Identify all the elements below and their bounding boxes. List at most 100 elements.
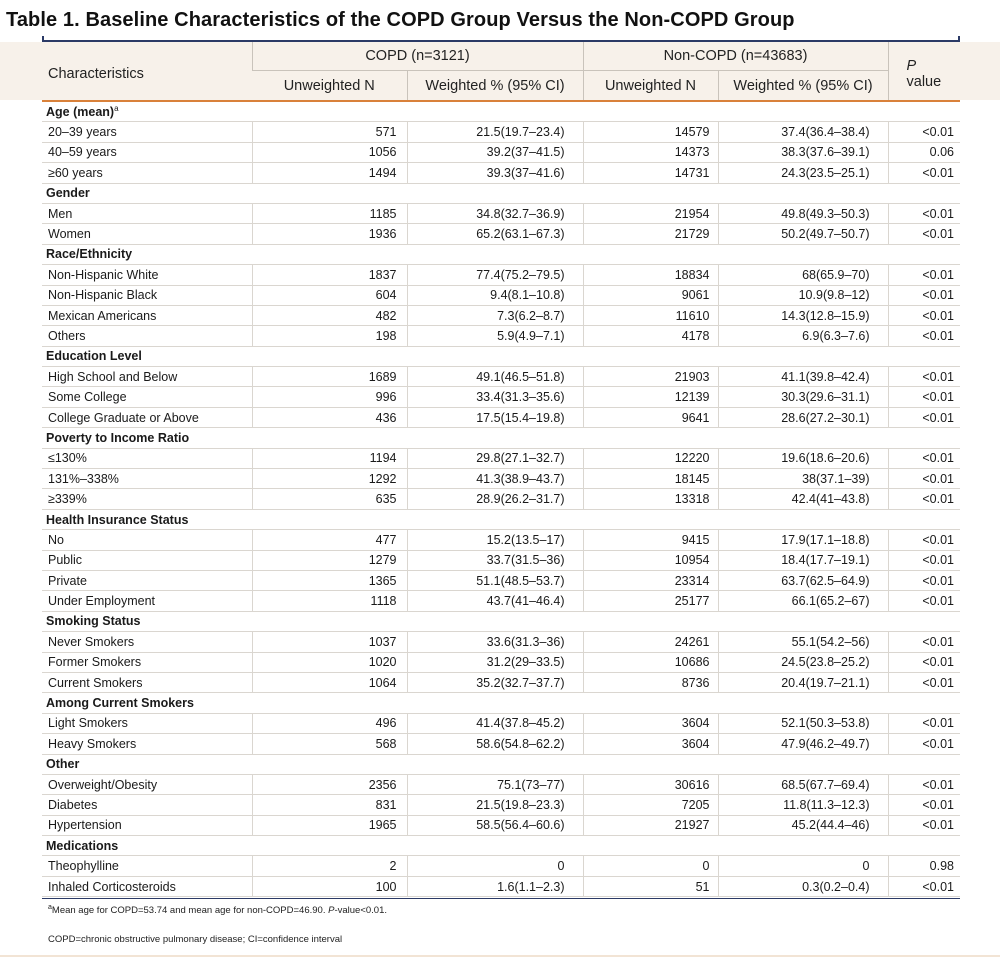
noncopd-weighted-pct: 11.8(11.3–12.3)	[717, 794, 888, 816]
category-row: Gender	[42, 183, 960, 204]
copd-weighted-pct: 43.7(41–46.4)	[406, 590, 583, 612]
copd-weighted-pct: 33.6(31.3–36)	[406, 631, 583, 653]
page-bottom-band	[0, 955, 1000, 957]
table-row: Inhaled Corticosteroids 100 1.6(1.1–2.3) 51…	[42, 876, 960, 898]
noncopd-weighted-pct: 38(37.1–39)	[717, 468, 888, 490]
noncopd-unweighted-n: 8736	[582, 672, 718, 694]
noncopd-unweighted-n: 18834	[582, 264, 718, 286]
table-row: Current Smokers 1064 35.2(32.7–37.7) 8736 20…	[42, 672, 960, 694]
copd-unweighted-n: 604	[251, 285, 407, 306]
category-label: Poverty to Income Ratio	[42, 427, 960, 449]
p-value: <0.01	[887, 203, 960, 225]
table-row: High School and Below 1689 49.1(46.5–51.8)…	[42, 366, 960, 388]
table-row: Some College 996 33.4(31.3–35.6) 12139 30.3(…	[42, 386, 960, 408]
noncopd-unweighted-n: 7205	[582, 794, 718, 816]
row-label: Men	[42, 203, 252, 225]
row-label: Private	[42, 570, 252, 592]
category-row: Among Current Smokers	[42, 692, 960, 714]
noncopd-weighted-pct: 14.3(12.8–15.9)	[717, 305, 888, 327]
noncopd-weighted-pct: 42.4(41–43.8)	[717, 488, 888, 510]
table-body: Age (mean)a 20–39 years 571 21.5(19.7–23.4)…	[42, 101, 960, 898]
header-copd-group: COPD (n=3121)	[251, 42, 583, 71]
table-row: Non-Hispanic White 1837 77.4(75.2–79.5) 188…	[42, 264, 960, 286]
p-value: <0.01	[887, 121, 960, 143]
noncopd-unweighted-n: 14373	[582, 142, 718, 164]
noncopd-unweighted-n: 12220	[582, 448, 718, 470]
copd-weighted-pct: 31.2(29–33.5)	[406, 652, 583, 673]
noncopd-unweighted-n: 3604	[582, 713, 718, 735]
copd-unweighted-n: 1056	[251, 142, 407, 164]
noncopd-unweighted-n: 3604	[582, 733, 718, 755]
p-value: 0.98	[887, 855, 960, 877]
copd-weighted-pct: 39.3(37–41.6)	[406, 162, 583, 184]
table-row: No 477 15.2(13.5–17) 9415 17.9(17.1–18.8) <0.…	[42, 529, 960, 551]
noncopd-weighted-pct: 50.2(49.7–50.7)	[717, 223, 888, 245]
noncopd-unweighted-n: 11610	[582, 305, 718, 327]
copd-weighted-pct: 29.8(27.1–32.7)	[406, 448, 583, 470]
noncopd-unweighted-n: 10954	[582, 550, 718, 571]
copd-weighted-pct: 28.9(26.2–31.7)	[406, 488, 583, 510]
copd-weighted-pct: 49.1(46.5–51.8)	[406, 366, 583, 388]
table-row: Heavy Smokers 568 58.6(54.8–62.2) 3604 47.9(…	[42, 733, 960, 755]
copd-weighted-pct: 41.3(38.9–43.7)	[406, 468, 583, 490]
header-noncopd-group: Non-COPD (n=43683)	[582, 42, 888, 71]
noncopd-unweighted-n: 21729	[582, 223, 718, 245]
category-label: Health Insurance Status	[42, 509, 960, 531]
row-label: Women	[42, 223, 252, 245]
copd-weighted-pct: 5.9(4.9–7.1)	[406, 325, 583, 347]
copd-weighted-pct: 9.4(8.1–10.8)	[406, 285, 583, 306]
noncopd-weighted-pct: 6.9(6.3–7.6)	[717, 325, 888, 347]
copd-weighted-pct: 33.4(31.3–35.6)	[406, 386, 583, 408]
noncopd-weighted-pct: 24.5(23.8–25.2)	[717, 652, 888, 673]
copd-unweighted-n: 100	[251, 876, 407, 898]
copd-unweighted-n: 635	[251, 488, 407, 510]
category-label: Among Current Smokers	[42, 692, 960, 714]
p-value: <0.01	[887, 386, 960, 408]
row-label: Overweight/Obesity	[42, 774, 252, 796]
header-characteristics: Characteristics	[48, 66, 144, 82]
row-label: No	[42, 529, 252, 551]
category-label: Race/Ethnicity	[42, 244, 960, 266]
p-value: <0.01	[887, 223, 960, 245]
noncopd-weighted-pct: 18.4(17.7–19.1)	[717, 550, 888, 571]
row-label: Heavy Smokers	[42, 733, 252, 755]
row-label: College Graduate or Above	[42, 407, 252, 429]
noncopd-weighted-pct: 17.9(17.1–18.8)	[717, 529, 888, 551]
p-value: <0.01	[887, 590, 960, 612]
table-row: 40–59 years 1056 39.2(37–41.5) 14373 38.3(37…	[42, 142, 960, 164]
row-label: Mexican Americans	[42, 305, 252, 327]
copd-unweighted-n: 1118	[251, 590, 407, 612]
copd-weighted-pct: 51.1(48.5–53.7)	[406, 570, 583, 592]
p-value: <0.01	[887, 652, 960, 673]
row-label: Non-Hispanic Black	[42, 285, 252, 306]
copd-unweighted-n: 1365	[251, 570, 407, 592]
copd-weighted-pct: 15.2(13.5–17)	[406, 529, 583, 551]
header-p-value: P value	[887, 42, 960, 101]
noncopd-unweighted-n: 9415	[582, 529, 718, 551]
copd-unweighted-n: 1936	[251, 223, 407, 245]
noncopd-weighted-pct: 24.3(23.5–25.1)	[717, 162, 888, 184]
copd-weighted-pct: 33.7(31.5–36)	[406, 550, 583, 571]
table-row: Others 198 5.9(4.9–7.1) 4178 6.9(6.3–7.6) <0.…	[42, 325, 960, 347]
p-value: <0.01	[887, 162, 960, 184]
p-value: <0.01	[887, 468, 960, 490]
copd-unweighted-n: 198	[251, 325, 407, 347]
row-label: 131%–338%	[42, 468, 252, 490]
p-value: <0.01	[887, 407, 960, 429]
row-label: Some College	[42, 386, 252, 408]
noncopd-weighted-pct: 66.1(65.2–67)	[717, 590, 888, 612]
copd-unweighted-n: 1965	[251, 815, 407, 837]
copd-weighted-pct: 58.6(54.8–62.2)	[406, 733, 583, 755]
characteristics-table: Characteristics COPD (n=3121) Non-COPD (…	[42, 42, 960, 898]
noncopd-unweighted-n: 14731	[582, 162, 718, 184]
noncopd-unweighted-n: 24261	[582, 631, 718, 653]
row-label: Non-Hispanic White	[42, 264, 252, 286]
category-label: Age (mean)a	[42, 101, 960, 123]
noncopd-weighted-pct: 10.9(9.8–12)	[717, 285, 888, 306]
noncopd-weighted-pct: 45.2(44.4–46)	[717, 815, 888, 837]
p-value: <0.01	[887, 305, 960, 327]
table-row: Private 1365 51.1(48.5–53.7) 23314 63.7(62.5…	[42, 570, 960, 592]
table-row: Women 1936 65.2(63.1–67.3) 21729 50.2(49.7–5…	[42, 223, 960, 245]
header-noncopd-unweighted: Unweighted N	[582, 70, 718, 101]
noncopd-weighted-pct: 49.8(49.3–50.3)	[717, 203, 888, 225]
